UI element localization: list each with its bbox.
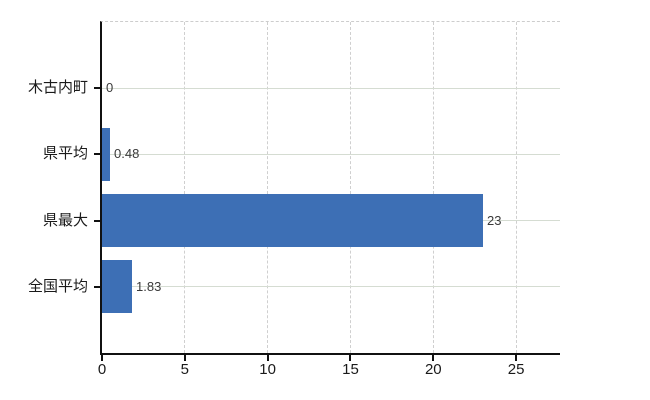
vertical-gridline <box>184 22 186 353</box>
category-label: 県最大 <box>42 211 88 229</box>
category-label: 県平均 <box>42 145 88 163</box>
vertical-gridline <box>432 22 434 353</box>
x-tick-label: 25 <box>507 361 525 378</box>
x-axis-tick <box>183 355 186 361</box>
x-axis-tick <box>515 355 518 361</box>
vertical-gridline <box>267 22 269 353</box>
horizontal-gridline <box>102 153 560 155</box>
vertical-gridline <box>349 22 351 353</box>
x-tick-label: 20 <box>424 361 442 378</box>
horizontal-gridline <box>102 87 560 89</box>
plot-area <box>100 21 560 355</box>
x-axis-tick <box>432 355 435 361</box>
value-label: 0 <box>106 80 114 96</box>
x-axis-tick <box>266 355 269 361</box>
x-tick-label: 15 <box>342 361 359 378</box>
category-label: 木古内町 <box>27 79 88 97</box>
bar <box>102 260 132 314</box>
x-axis-tick <box>101 355 103 361</box>
bar <box>102 127 110 181</box>
horizontal-gridline <box>102 286 560 288</box>
y-axis-tick <box>94 219 101 222</box>
x-tick-label: 10 <box>259 361 276 378</box>
vertical-gridline <box>515 22 517 353</box>
category-label: 全国平均 <box>27 277 88 295</box>
value-label: 23 <box>487 212 502 228</box>
value-label: 0.48 <box>114 146 140 162</box>
y-axis-tick <box>94 87 101 90</box>
bar <box>102 194 483 248</box>
y-axis-tick <box>94 153 101 156</box>
x-tick-label: 0 <box>97 361 107 378</box>
x-axis-tick <box>349 355 352 361</box>
y-axis-tick <box>94 285 101 288</box>
value-label: 1.83 <box>136 278 162 294</box>
x-tick-label: 5 <box>180 361 189 378</box>
